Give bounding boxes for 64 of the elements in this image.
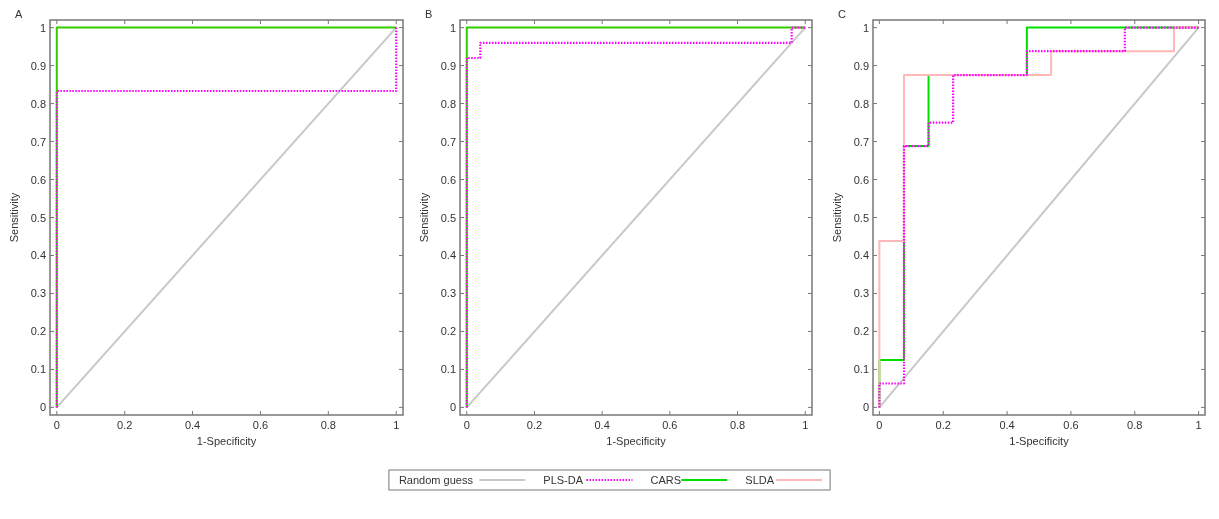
y-tick-label: 0.5: [853, 211, 869, 224]
legend-label: CARS: [650, 474, 682, 486]
y-axis-title: Sensitivity: [8, 192, 20, 243]
y-axis-title: Sensitivity: [831, 192, 843, 243]
chart-title: C: [838, 8, 846, 20]
x-tick-label: 1: [393, 419, 400, 431]
x-tick-label: 0.8: [1127, 419, 1143, 431]
y-tick-label: 0.9: [440, 59, 456, 72]
y-tick-label: 0.6: [30, 173, 46, 186]
x-tick-label: 0: [463, 419, 470, 431]
x-tick-label: 0.8: [320, 419, 336, 431]
y-tick-label: 0.4: [30, 249, 46, 262]
x-axis-title: 1-Specificity: [606, 435, 667, 447]
x-tick-label: 0.4: [594, 419, 610, 431]
y-tick-label: 0.1: [440, 363, 456, 376]
legend-label: SLDA: [745, 474, 775, 486]
chart-title: A: [15, 8, 23, 20]
y-tick-label: 0.7: [853, 135, 869, 148]
y-tick-label: 0.5: [30, 211, 46, 224]
x-axis-title: 1-Specificity: [1009, 435, 1070, 447]
x-tick-label: 0.6: [1063, 419, 1079, 431]
x-tick-label: 0.2: [526, 419, 543, 431]
y-tick-label: 0.7: [440, 135, 456, 148]
y-tick-label: 0.9: [30, 59, 46, 72]
y-tick-label: 0.8: [440, 97, 456, 110]
y-tick-label: 0.3: [440, 287, 456, 300]
y-tick-label: 0.8: [853, 97, 869, 110]
y-tick-label: 0.1: [853, 363, 869, 376]
y-tick-label: 1: [39, 21, 46, 34]
y-tick-label: 0.2: [853, 325, 869, 338]
legend-label: PLS-DA: [543, 474, 584, 486]
y-tick-label: 0.6: [853, 173, 869, 186]
y-axis-title: Sensitivity: [418, 192, 430, 243]
y-tick-label: 0.7: [30, 135, 46, 148]
y-tick-label: 0: [449, 401, 456, 414]
y-tick-label: 0.6: [440, 173, 456, 186]
y-tick-label: 0.8: [30, 97, 46, 110]
x-tick-label: 0.6: [252, 419, 269, 431]
x-tick-label: 0.4: [184, 419, 201, 431]
x-tick-label: 0.2: [117, 419, 133, 431]
y-tick-label: 0.3: [30, 287, 46, 300]
chart-title: B: [425, 8, 433, 20]
y-tick-label: 0.9: [853, 59, 869, 72]
x-tick-label: 1: [802, 419, 809, 431]
y-tick-label: 0.3: [853, 287, 869, 300]
x-tick-label: 1: [1195, 419, 1202, 431]
x-tick-label: 0.8: [729, 419, 746, 431]
x-tick-label: 0: [876, 419, 883, 431]
x-tick-label: 0.2: [935, 419, 951, 431]
y-tick-label: 0.4: [853, 249, 869, 262]
legend-label: Random guess: [398, 474, 474, 486]
y-tick-label: 0.4: [440, 249, 456, 262]
y-tick-label: 0.1: [30, 363, 46, 376]
x-tick-label: 0: [53, 419, 60, 431]
y-tick-label: 0.2: [30, 325, 46, 338]
y-tick-label: 1: [449, 21, 456, 34]
x-tick-label: 0.6: [662, 419, 678, 431]
y-tick-label: 0.5: [440, 211, 456, 224]
y-tick-label: 0: [39, 401, 46, 414]
x-axis-title: 1-Specificity: [196, 435, 257, 447]
y-tick-label: 0: [862, 401, 869, 414]
y-tick-label: 0.2: [440, 325, 456, 338]
y-tick-label: 1: [862, 21, 869, 34]
x-tick-label: 0.4: [999, 419, 1015, 431]
